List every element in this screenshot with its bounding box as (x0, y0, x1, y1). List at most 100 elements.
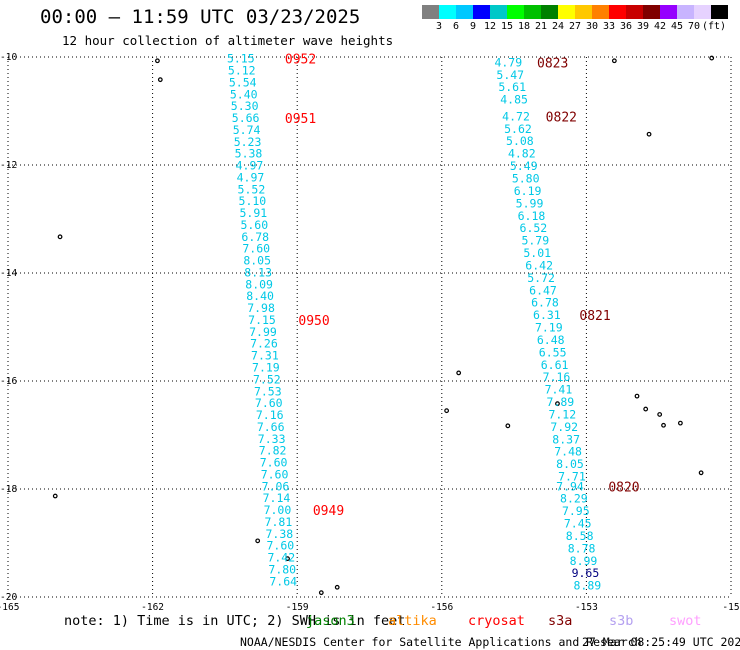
swh-value: 9.65 (572, 566, 600, 580)
map-title: 00:00 — 11:59 UTC 03/23/2025 (40, 6, 361, 28)
lat-tick-label: -16 (0, 376, 17, 387)
legend-label: 70 (687, 21, 701, 32)
generated-timestamp: 27 Mar 08:25:49 UTC 2025 (582, 635, 740, 649)
island-outline (611, 58, 617, 64)
swh-value: 6.48 (537, 333, 565, 347)
swh-value: 6.61 (541, 358, 569, 372)
lon-tick-label: -15 (722, 602, 739, 613)
swh-value: 6.42 (525, 258, 553, 272)
legend-swatch (677, 5, 694, 19)
swh-value: 7.92 (550, 420, 578, 434)
legend-swatch (694, 5, 711, 19)
swh-value: 7.42 (267, 551, 295, 565)
legend-swatch (507, 5, 524, 19)
swh-value: 7.66 (257, 420, 285, 434)
lon-tick-label: -162 (141, 602, 164, 613)
satellite-name: s3b (609, 613, 634, 629)
map-subtitle: 12 hour collection of altimeter wave hei… (62, 33, 394, 48)
swh-value: 4.97 (237, 170, 265, 184)
lat-tick-label: -18 (0, 484, 17, 495)
pass-time-label: 0950 (298, 314, 329, 329)
legend-label: 21 (534, 21, 548, 32)
swh-value: 8.58 (566, 529, 594, 543)
island-outline (255, 538, 261, 544)
swh-value: 7.71 (558, 470, 586, 484)
swh-value: 8.78 (568, 541, 596, 555)
swh-value: 5.12 (228, 64, 256, 78)
island-outline (555, 401, 560, 407)
swh-value: 7.12 (548, 407, 576, 421)
swh-value: 5.99 (516, 196, 544, 210)
island-outline (334, 584, 340, 590)
island-outline (634, 393, 640, 399)
swh-value: 6.52 (520, 221, 548, 235)
island-outline (57, 234, 63, 240)
lon-tick-label: -153 (575, 602, 598, 613)
pass-time-label: 0949 (313, 504, 344, 519)
swh-value: 8.89 (574, 579, 602, 593)
legend-label: 15 (500, 21, 514, 32)
island-outline (677, 420, 683, 426)
legend-swatches (422, 5, 728, 19)
island-outline (709, 55, 715, 61)
swh-value: 7.82 (259, 444, 287, 458)
legend-swatch (558, 5, 575, 19)
lat-tick-label: -10 (0, 52, 17, 63)
legend-swatch (541, 5, 558, 19)
swh-value: 7.64 (269, 574, 297, 588)
island-outline (661, 422, 666, 428)
swh-value: 5.08 (506, 134, 534, 148)
swh-value: 7.94 (556, 479, 584, 493)
pass-time-label: 0821 (579, 309, 610, 324)
swh-value: 7.16 (543, 370, 571, 384)
pass-time-label: 0951 (285, 112, 316, 127)
swh-value: 7.00 (264, 503, 292, 517)
legend-label: 30 (585, 21, 599, 32)
swh-value: 5.91 (239, 206, 267, 220)
legend-unit: (ft) (701, 21, 727, 32)
swh-value: 7.53 (254, 384, 282, 398)
legend-swatch (609, 5, 626, 19)
swh-value: 8.09 (245, 277, 273, 291)
swh-value: 5.79 (521, 234, 549, 248)
lon-tick-label: -165 (0, 602, 19, 613)
satellite-name: cryosat (468, 613, 525, 629)
swh-value: 4.85 (500, 93, 528, 107)
island-outline (444, 408, 450, 414)
swh-value: 5.52 (238, 182, 266, 196)
swh-value: 7.60 (261, 467, 289, 481)
swh-value: 5.01 (523, 246, 551, 260)
island-outline (646, 131, 652, 137)
swh-value: 7.60 (255, 396, 283, 410)
swh-value: 7.15 (248, 313, 276, 327)
legend-label: 3 (435, 21, 443, 32)
swh-value: 7.60 (242, 242, 270, 256)
swh-value: 7.52 (253, 372, 281, 386)
island-outline (698, 470, 704, 476)
swh-value: 8.05 (243, 254, 271, 268)
swh-value: 5.38 (235, 147, 263, 161)
swh-value: 7.26 (250, 337, 278, 351)
swh-value: 7.45 (564, 517, 592, 531)
legend-label: 6 (452, 21, 460, 32)
pass-time-label: 0823 (537, 56, 568, 71)
satellite-name: swot (669, 613, 702, 629)
swh-value: 7.41 (545, 383, 573, 397)
satellite-name: altika (388, 613, 437, 629)
legend-label: 36 (619, 21, 633, 32)
lat-tick-label: -20 (0, 592, 17, 603)
swh-value: 5.62 (504, 122, 532, 136)
legend-swatch (643, 5, 660, 19)
swh-value: 7.31 (251, 349, 279, 363)
pass-time-label: 0822 (546, 110, 577, 125)
swh-value: 7.38 (266, 527, 294, 541)
color-legend: 3 6 9 12 15 18 21 24 27 30 33 36 39 42 45 70 (ft) (422, 5, 728, 33)
legend-swatch (524, 5, 541, 19)
swh-value: 7.19 (535, 321, 563, 335)
legend-labels: 3 6 9 12 15 18 21 24 27 30 33 36 39 42 45 70 (ft) (422, 19, 728, 33)
island-outline (157, 77, 163, 83)
swh-value: 8.05 (556, 457, 584, 471)
swh-value: 5.23 (234, 135, 262, 149)
swh-value: 4.72 (502, 109, 530, 123)
swh-value: 5.10 (239, 194, 267, 208)
